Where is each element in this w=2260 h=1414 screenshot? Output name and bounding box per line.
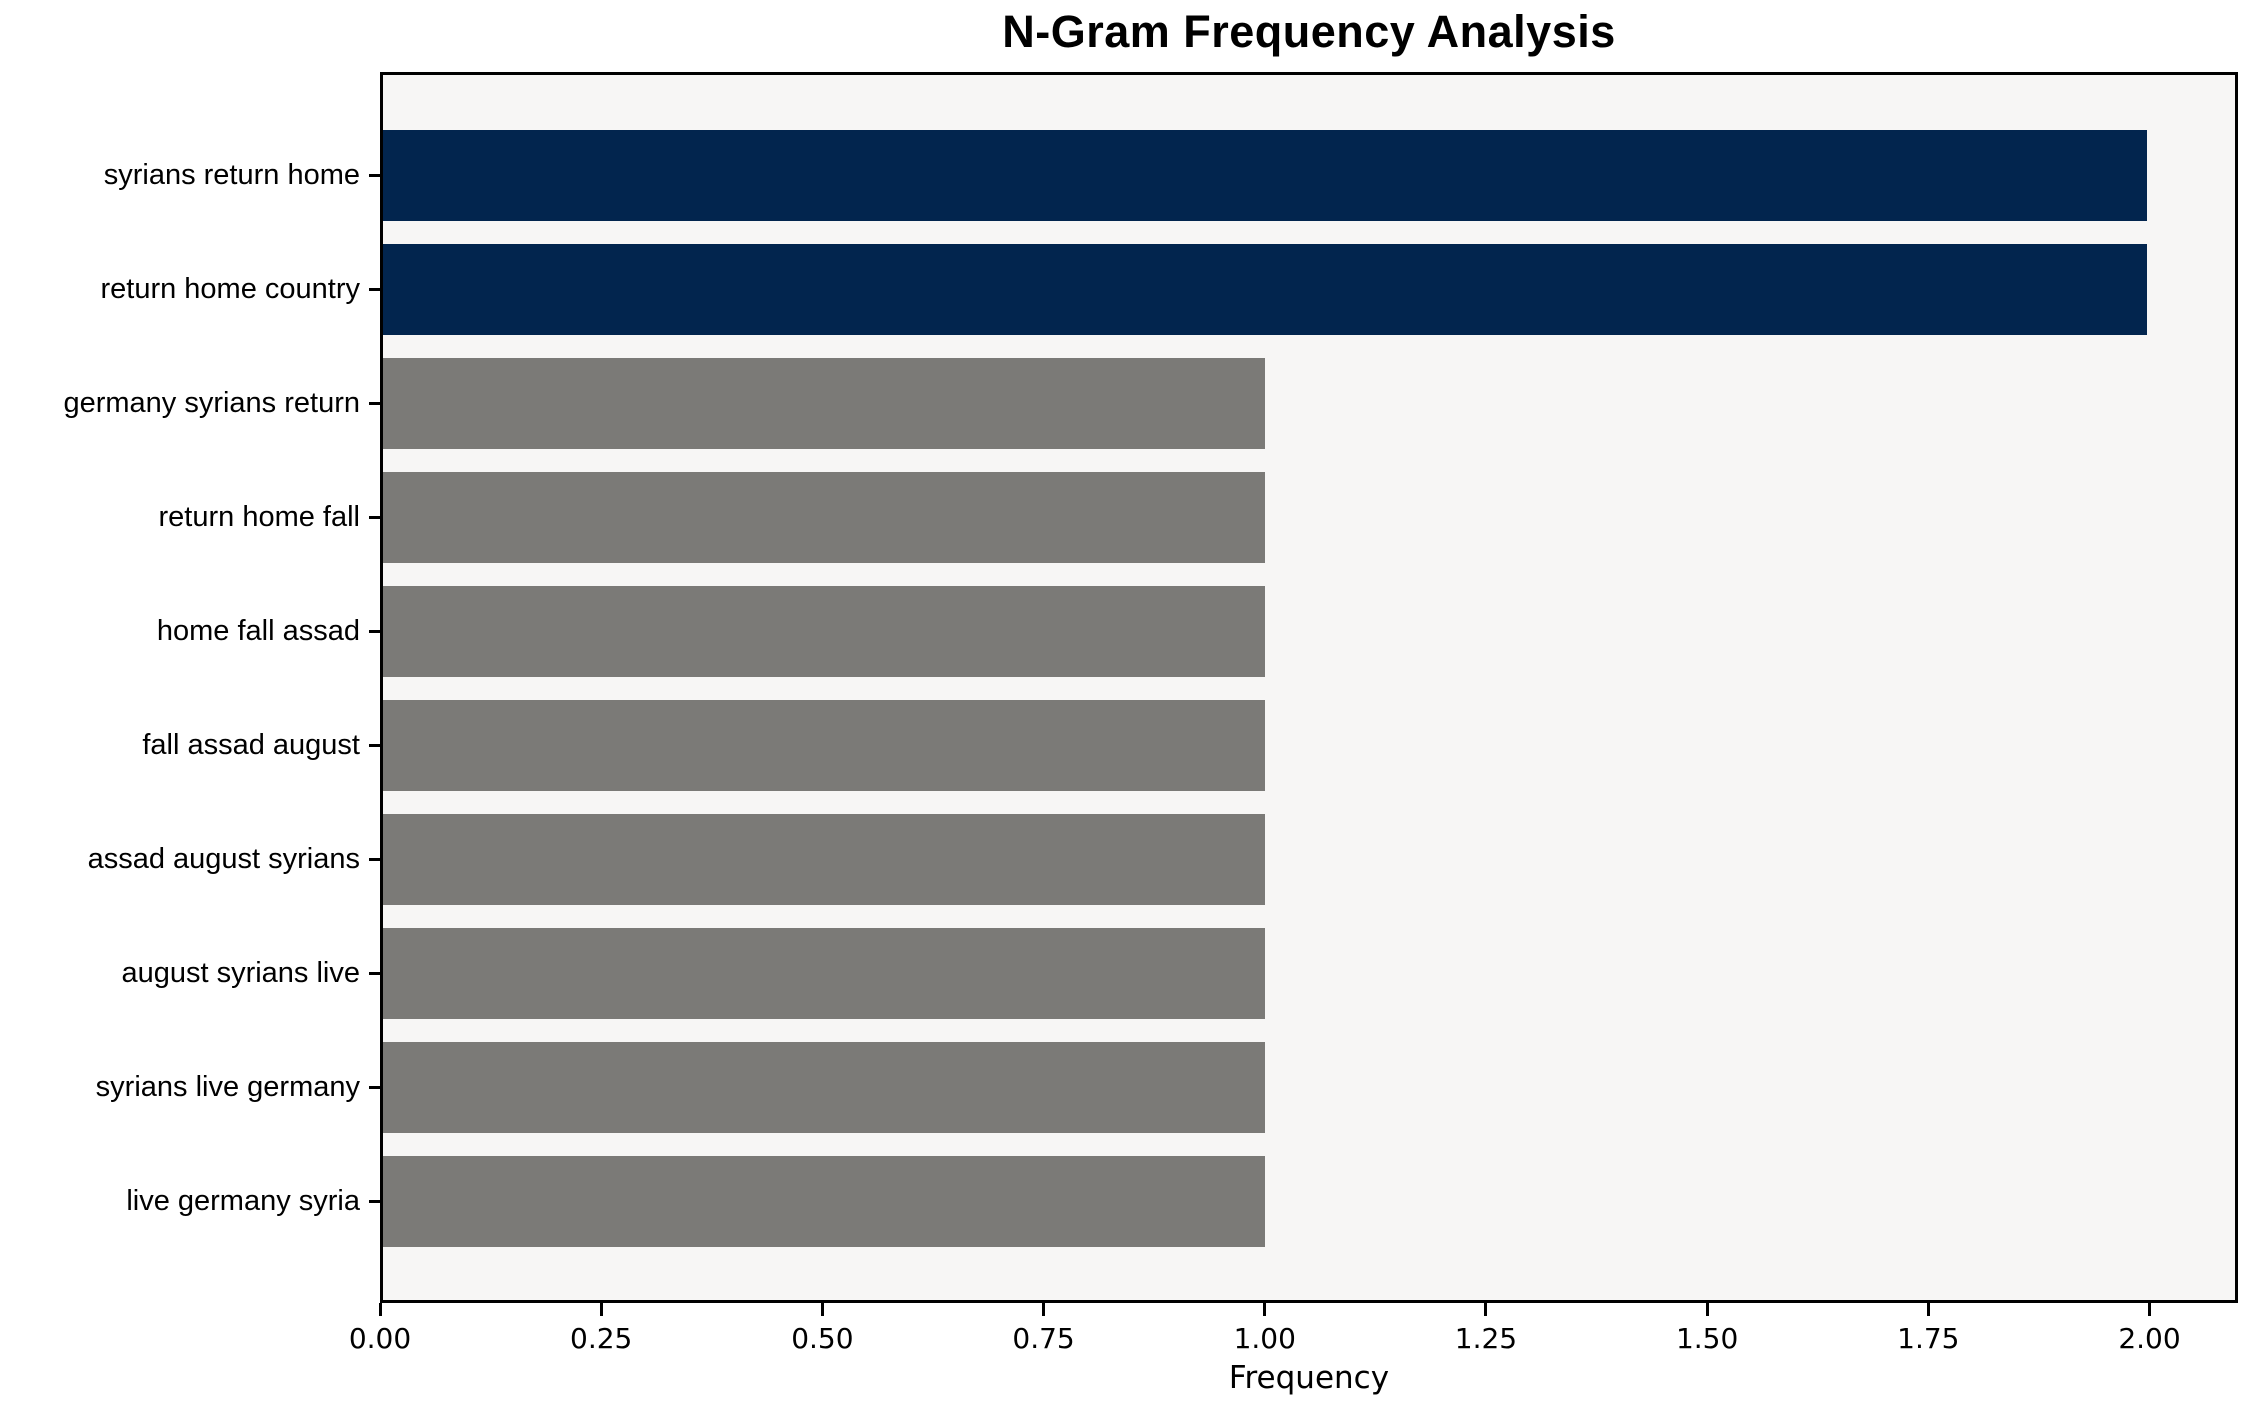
y-tick-mark [369, 173, 380, 177]
y-tick-label: live germany syria [126, 1184, 360, 1217]
x-tick-label: 1.25 [1454, 1322, 1518, 1355]
y-tick-mark [369, 1199, 380, 1203]
bar [383, 129, 2147, 221]
x-tick-mark [1042, 1303, 1046, 1316]
y-tick-mark [369, 857, 380, 861]
x-tick-mark [820, 1303, 824, 1316]
x-axis-title: Frequency [1228, 1360, 1390, 1396]
plot-area [380, 72, 2238, 1303]
y-tick-mark [369, 287, 380, 291]
y-tick-mark [369, 971, 380, 975]
bar [383, 1155, 1265, 1247]
bar [383, 813, 1265, 905]
bar [383, 927, 1265, 1019]
y-tick-label: syrians return home [103, 158, 360, 191]
y-tick-label: return home fall [158, 500, 361, 533]
bar [383, 699, 1265, 791]
x-tick-label: 0.00 [348, 1322, 412, 1355]
x-tick-mark [1484, 1303, 1488, 1316]
y-tick-label: assad august syrians [87, 842, 360, 875]
x-tick-label: 0.75 [1012, 1322, 1075, 1355]
y-tick-label: august syrians live [121, 956, 360, 989]
x-tick-label: 1.75 [1897, 1322, 1960, 1355]
y-tick-mark [369, 401, 380, 405]
x-tick-label: 1.50 [1675, 1322, 1739, 1355]
bar [383, 471, 1265, 563]
bar [383, 1041, 1265, 1133]
x-tick-label: 0.25 [570, 1322, 633, 1355]
y-tick-label: germany syrians return [63, 386, 360, 419]
x-tick-mark [378, 1303, 382, 1316]
x-tick-mark [599, 1303, 603, 1316]
x-tick-mark [1705, 1303, 1709, 1316]
y-tick-label: home fall assad [156, 614, 360, 647]
y-tick-mark [369, 1085, 380, 1089]
x-tick-mark [2148, 1303, 2152, 1316]
chart-title: N-Gram Frequency Analysis [1002, 6, 1616, 57]
y-tick-mark [369, 515, 380, 519]
bar [383, 585, 1265, 677]
y-tick-label: syrians live germany [95, 1070, 360, 1103]
x-tick-mark [1926, 1303, 1930, 1316]
bar [383, 357, 1265, 449]
x-tick-label: 1.00 [1233, 1322, 1296, 1355]
y-tick-mark [369, 629, 380, 633]
y-tick-label: return home country [100, 272, 360, 305]
bar [383, 243, 2147, 335]
y-tick-mark [369, 743, 380, 747]
y-tick-label: fall assad august [142, 728, 360, 761]
x-tick-label: 2.00 [2118, 1322, 2181, 1355]
x-tick-label: 0.50 [791, 1322, 854, 1355]
x-tick-mark [1263, 1303, 1267, 1316]
